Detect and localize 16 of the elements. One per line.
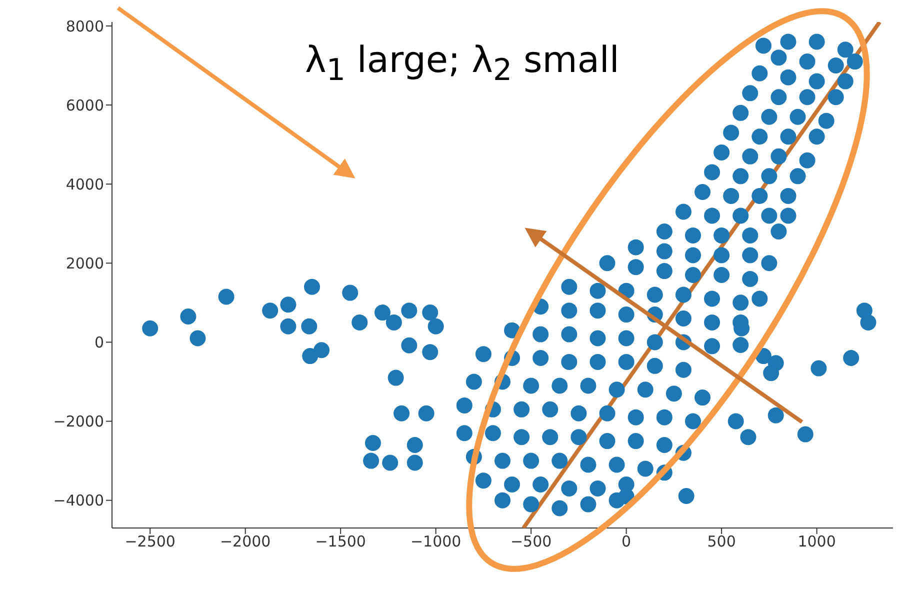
annotation: λ$_{1}$ large; λ$_{2}$ small [305, 40, 620, 88]
x-tick-label: 500 [707, 532, 736, 551]
x-tick-label: −1000 [410, 532, 462, 551]
y-tick-label: 6000 [66, 96, 104, 114]
y-tick-label: 4000 [66, 175, 104, 194]
x-tick-label: −1500 [315, 532, 366, 551]
y-tick-label: 0 [94, 334, 104, 352]
x-tick-label: −500 [510, 532, 552, 551]
x-tick-label: 1000 [798, 532, 836, 551]
y-tick-label: 2000 [66, 254, 104, 272]
y-tick-label: −4000 [53, 492, 104, 510]
y-tick-label: −2000 [53, 412, 104, 431]
x-tick-label: −2000 [220, 532, 271, 551]
x-tick-label: −2500 [124, 532, 176, 551]
x-tick-label: 0 [622, 532, 632, 551]
y-tick-label: 8000 [66, 17, 104, 36]
